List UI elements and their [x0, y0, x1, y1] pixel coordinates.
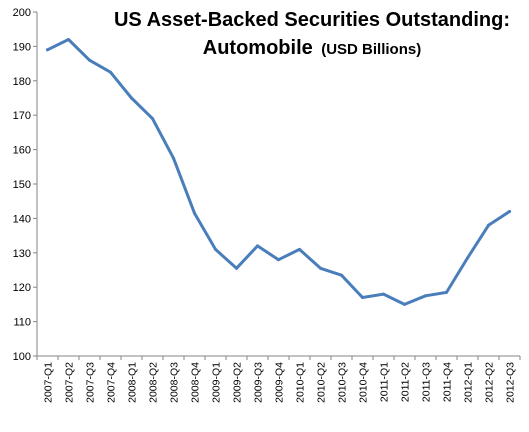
x-tick-label: 2011-Q2 — [400, 362, 412, 402]
chart-title-line-2: Automobile (USD Billions) — [203, 37, 421, 59]
x-tick-label: 2012-Q1 — [463, 362, 475, 403]
y-tick-label: 170 — [13, 110, 31, 122]
x-tick-label: 2007-Q4 — [106, 362, 118, 403]
y-tick-label: 120 — [13, 282, 31, 294]
y-tick-label: 140 — [13, 213, 31, 225]
data-point — [151, 117, 154, 121]
data-point — [235, 266, 238, 270]
x-tick-label: 2007-Q1 — [43, 362, 55, 403]
x-tick-label: 2010-Q4 — [358, 362, 370, 403]
data-point — [109, 70, 112, 74]
data-point — [277, 258, 280, 262]
x-tick-label: 2011-Q1 — [379, 362, 391, 402]
x-tick-label: 2008-Q4 — [190, 362, 202, 403]
data-point — [298, 247, 301, 251]
chart-axes — [36, 12, 520, 357]
data-point — [130, 96, 133, 100]
y-tick-label: 190 — [13, 41, 31, 53]
chart-title-subject: Automobile — [203, 37, 313, 59]
y-tick-label: 130 — [13, 248, 31, 260]
series-line — [46, 38, 511, 306]
data-point — [508, 210, 511, 213]
data-point — [403, 302, 406, 306]
x-tick-label: 2012-Q3 — [505, 362, 517, 403]
y-axis-ticks: 100 110 120 130 140 150 160 170 180 190 200 — [13, 7, 37, 363]
chart-title-line-1: US Asset-Backed Securities Outstanding: — [114, 9, 510, 31]
y-tick-label: 110 — [13, 317, 31, 329]
data-point — [466, 256, 469, 260]
chart-series — [46, 38, 511, 306]
data-point — [445, 290, 448, 294]
x-tick-label: 2011-Q4 — [442, 362, 454, 402]
data-point — [340, 273, 343, 277]
data-point — [424, 294, 427, 298]
x-tick-label: 2007-Q3 — [85, 362, 97, 403]
x-tick-label: 2009-Q1 — [211, 362, 223, 403]
data-point — [46, 48, 49, 52]
chart-title-unit: (USD Billions) — [321, 41, 421, 58]
x-tick-label: 2007-Q2 — [64, 362, 76, 403]
x-tick-label: 2010-Q1 — [295, 362, 307, 403]
data-point — [487, 223, 490, 227]
data-point — [193, 211, 196, 215]
data-point — [361, 296, 364, 299]
y-tick-label: 150 — [13, 179, 31, 191]
chart-title: US Asset-Backed Securities Outstanding: … — [114, 9, 510, 59]
x-tick-label: 2012-Q2 — [484, 362, 496, 403]
y-tick-label: 200 — [13, 7, 31, 19]
data-point — [172, 156, 175, 160]
x-tick-label: 2009-Q3 — [253, 362, 265, 403]
x-tick-label: 2008-Q3 — [169, 362, 181, 403]
x-tick-label: 2009-Q2 — [232, 362, 244, 403]
x-tick-label: 2010-Q2 — [316, 362, 328, 403]
data-point — [214, 247, 217, 251]
x-axis-ticks: 2007-Q1 2007-Q2 2007-Q3 2007-Q4 2008-Q1 2008-… — [36, 356, 521, 403]
data-point — [88, 58, 91, 62]
x-tick-label: 2009-Q4 — [274, 362, 286, 403]
data-point — [319, 266, 322, 270]
data-point — [67, 38, 70, 41]
x-tick-label: 2011-Q3 — [421, 362, 433, 402]
x-tick-label: 2008-Q2 — [148, 362, 160, 403]
data-point — [256, 244, 259, 248]
x-tick-label: 2008-Q1 — [127, 362, 139, 403]
y-tick-label: 160 — [13, 145, 31, 157]
data-point — [382, 292, 385, 296]
y-tick-label: 180 — [13, 76, 31, 88]
x-tick-label: 2010-Q3 — [337, 362, 349, 403]
y-tick-label: 100 — [13, 351, 31, 363]
